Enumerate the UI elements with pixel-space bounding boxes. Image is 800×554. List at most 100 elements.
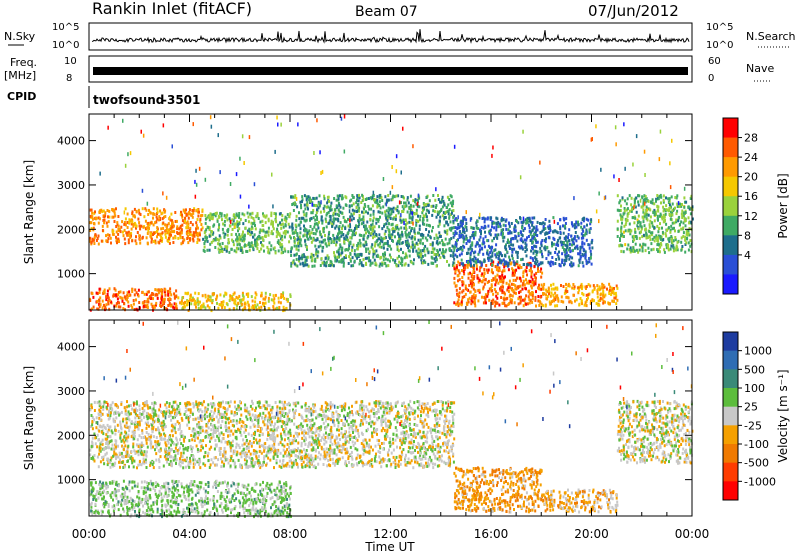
scatter-cell <box>233 249 236 253</box>
scatter-cell <box>341 211 344 215</box>
scatter-cell <box>423 247 426 251</box>
scatter-cell <box>338 194 341 198</box>
scatter-cell <box>311 227 314 231</box>
scatter-cell <box>590 262 593 266</box>
scatter-cell <box>270 244 273 248</box>
scatter-cell <box>313 222 316 226</box>
scatter-cell <box>158 215 161 219</box>
scatter-cell <box>131 480 134 484</box>
scatter-cell <box>663 248 666 252</box>
scatter-cell <box>669 217 672 221</box>
scatter-cell <box>470 275 473 278</box>
scatter-cell <box>648 234 651 238</box>
scatter-cell <box>293 231 296 235</box>
scatter-cell <box>457 269 460 273</box>
scatter-cell <box>281 214 284 218</box>
scatter-cell <box>90 241 93 245</box>
scatter-cell <box>548 290 551 294</box>
scatter-cell <box>285 297 288 301</box>
scatter-cell <box>544 240 547 244</box>
scatter-cell <box>267 226 270 230</box>
scatter-cell <box>521 283 524 287</box>
scatter-cell <box>297 241 299 245</box>
scatter-cell <box>409 231 411 235</box>
scatter-cell <box>484 217 487 221</box>
scatter-cell <box>290 247 293 251</box>
scatter-cell <box>499 279 501 283</box>
scatter-cell <box>637 203 640 207</box>
scatter-cell <box>272 224 274 228</box>
scatter-cell <box>380 236 383 240</box>
scatter-cell <box>660 237 662 241</box>
scatter-cell <box>455 244 458 248</box>
scatter-cell <box>366 220 369 224</box>
scatter-cell <box>455 239 458 243</box>
scatter-cell <box>612 299 615 303</box>
scatter-cell <box>398 238 401 242</box>
scatter-cell <box>530 284 533 288</box>
scatter-cell <box>304 263 307 267</box>
scatter-cell <box>539 222 541 225</box>
scatter-cell <box>417 193 420 198</box>
scatter-cell <box>653 219 656 223</box>
scatter-cell <box>293 237 296 241</box>
scatter-cell <box>533 244 536 248</box>
scatter-cell <box>401 233 404 237</box>
scatter-cell <box>668 213 671 216</box>
scatter-cell <box>349 225 352 229</box>
scatter-cell <box>173 302 176 306</box>
scatter-cell <box>386 226 389 229</box>
scatter-cell <box>241 298 244 302</box>
scatter-cell <box>679 202 681 206</box>
scatter-cell <box>274 149 276 154</box>
scatter-cell <box>156 293 159 297</box>
scatter-cell <box>91 512 94 516</box>
scatter-cell <box>144 207 147 211</box>
scatter-cell <box>170 212 173 216</box>
scatter-cell <box>398 260 401 264</box>
scatter-cell <box>455 264 458 267</box>
scatter-cell <box>272 221 274 225</box>
scatter-cell <box>253 221 256 225</box>
scatter-cell <box>123 222 126 226</box>
scatter-cell <box>453 226 456 230</box>
scatter-cell <box>392 194 395 198</box>
scatter-cell <box>657 197 660 201</box>
scatter-cell <box>446 260 448 263</box>
scatter-cell <box>486 270 489 274</box>
scatter-cell <box>330 263 333 267</box>
scatter-cell <box>365 240 368 244</box>
scatter-cell <box>621 216 624 220</box>
scatter-cell <box>369 196 372 200</box>
scatter-cell <box>215 507 218 511</box>
scatter-cell <box>589 227 592 231</box>
scatter-cell <box>478 244 481 248</box>
scatter-cell <box>452 219 455 223</box>
scatter-cell <box>160 298 163 302</box>
scatter-cell <box>245 249 248 253</box>
scatter-cell <box>666 244 669 248</box>
scatter-cell <box>639 221 642 225</box>
scatter-cell <box>242 230 244 234</box>
scatter-cell <box>272 247 275 251</box>
scatter-cell <box>404 231 407 234</box>
scatter-cell <box>247 220 250 224</box>
scatter-cell <box>541 252 543 256</box>
scatter-cell <box>668 203 671 207</box>
scatter-cell <box>208 248 211 252</box>
scatter-cell <box>584 253 587 257</box>
scatter-cell <box>517 221 520 225</box>
scatter-cell <box>685 232 688 236</box>
scatter-cell <box>487 256 489 260</box>
scatter-cell <box>644 201 646 206</box>
scatter-cell <box>667 238 670 242</box>
scatter-cell <box>536 260 539 264</box>
scatter-cell <box>144 219 147 223</box>
scatter-cell <box>552 242 555 246</box>
scatter-cell <box>168 302 171 305</box>
scatter-cell <box>200 481 203 485</box>
scatter-cell <box>180 210 182 214</box>
scatter-cell <box>406 243 408 247</box>
scatter-cell <box>329 204 332 208</box>
scatter-cell <box>161 292 164 296</box>
